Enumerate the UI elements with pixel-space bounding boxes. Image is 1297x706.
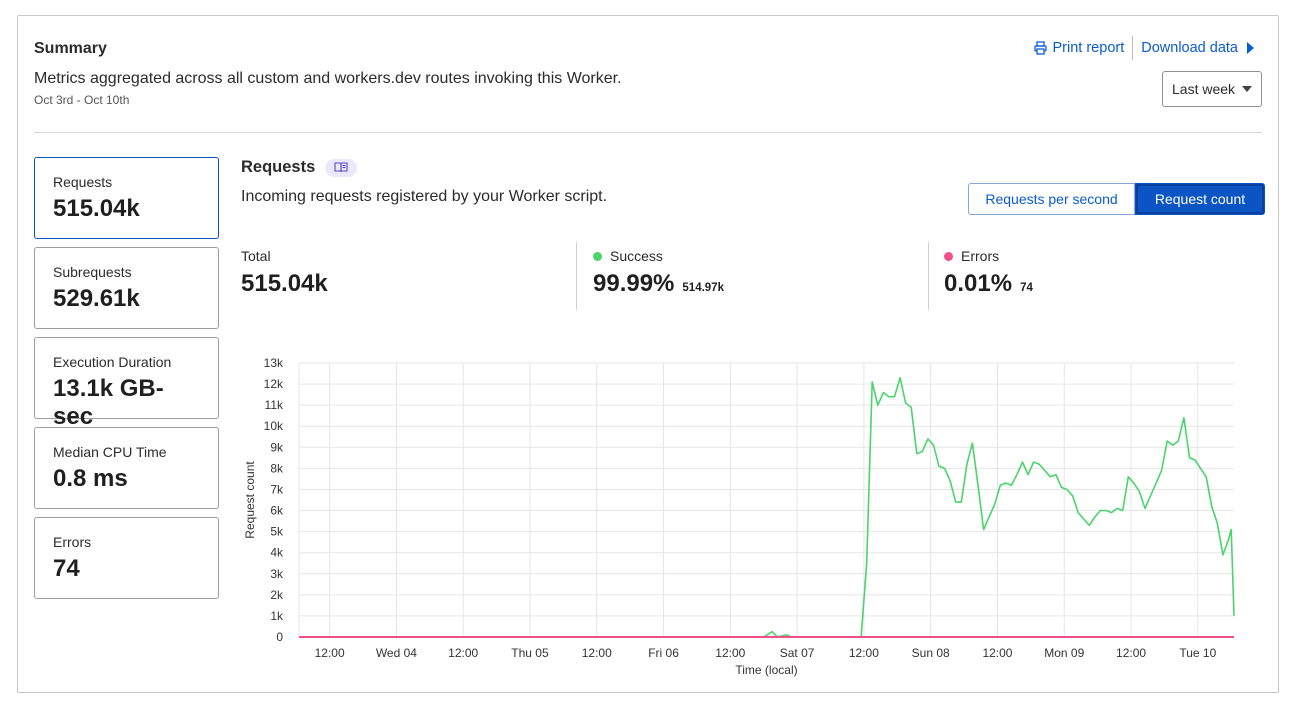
requests-per-second-button[interactable]: Requests per second [968,183,1135,215]
stat-errors: Errors 0.01% 74 [944,248,1033,298]
report-actions: Print report Download data [1033,36,1254,60]
docs-book-icon[interactable] [325,158,358,177]
series-line-success [299,377,1235,638]
y-tick-label: 6k [270,504,284,518]
x-tick-label: Tue 10 [1179,646,1216,660]
y-tick-label: 0 [276,630,283,644]
stat-sub-value: 74 [1020,282,1033,294]
time-range-select[interactable]: Last week [1162,71,1262,107]
y-tick-label: 8k [270,461,284,475]
stat-value: 99.99% 514.97k [593,270,724,298]
print-report-link[interactable]: Print report [1033,40,1125,56]
x-tick-label: Sun 08 [912,646,950,660]
time-range-value: Last week [1172,81,1236,97]
summary-card: Summary Metrics aggregated across all cu… [17,15,1279,693]
y-tick-label: 9k [270,440,284,454]
tile-label: Requests [53,174,113,190]
tile-execution-duration[interactable]: Execution Duration 13.1k GB-sec [34,337,219,430]
tile-requests[interactable]: Requests 515.04k [34,157,219,239]
x-tick-label: Thu 05 [511,646,549,660]
success-dot-icon [593,251,602,261]
tile-value: 0.8 ms [53,465,128,492]
y-tick-label: 2k [270,588,284,602]
summary-title: Summary [34,40,107,57]
stat-value-text: 99.99% [593,270,675,297]
stat-value: 0.01% 74 [944,270,1033,298]
x-tick-label: Sat 07 [780,646,815,660]
x-tick-label: 12:00 [582,646,612,660]
printer-icon [1033,41,1047,55]
download-data-label: Download data [1141,40,1238,56]
summary-description: Metrics aggregated across all custom and… [34,70,622,87]
chevron-down-icon [1242,86,1252,92]
x-tick-label: 12:00 [982,646,1012,660]
tile-value: 515.04k [53,195,140,222]
stat-label: Errors [961,248,1000,264]
tile-label: Errors [53,534,92,550]
caret-right-icon [1246,42,1254,54]
tile-value: 529.61k [53,285,140,312]
y-tick-label: 7k [270,482,284,496]
tile-value: 13.1k GB-sec [53,375,164,430]
tile-median-cpu-time[interactable]: Median CPU Time 0.8 ms [34,427,219,509]
x-tick-label: 12:00 [1116,646,1146,660]
print-report-label: Print report [1052,40,1125,56]
y-tick-label: 1k [270,609,284,623]
x-tick-label: Mon 09 [1044,646,1084,660]
y-axis-label: Request count [243,461,257,539]
stat-value-text: 0.01% [944,270,1013,297]
stat-label: Total [241,248,271,264]
stat-label: Success [610,248,663,264]
tile-label: Median CPU Time [53,444,167,460]
request-count-chart: 0 1k 2k 3k 4k 5k 6k 7k 8k 9k 10k 11k 12k 13k 12:00 Wed … [243,356,1235,677]
actions-divider [1132,36,1134,60]
stat-value-text: 515.04k [241,270,328,297]
tile-value: 74 [53,555,80,582]
panel-description: Incoming requests registered by your Wor… [241,188,608,205]
y-tick-label: 11k [265,398,284,412]
stat-sub-value: 514.97k [682,282,724,294]
request-count-button[interactable]: Request count [1135,183,1265,215]
tile-errors[interactable]: Errors 74 [34,517,219,599]
section-divider [34,132,1262,133]
x-tick-label: Fri 06 [648,646,679,660]
stat-divider [928,242,929,310]
stat-value: 515.04k [241,270,328,298]
panel-title-text: Requests [241,158,316,176]
stat-divider [576,242,577,310]
y-tick-label: 12k [264,377,284,391]
x-axis-label: Time (local) [735,663,797,677]
x-tick-label: 12:00 [315,646,345,660]
stat-success: Success 99.99% 514.97k [593,248,724,298]
y-tick-label: 3k [270,567,284,581]
x-tick-label: 12:00 [715,646,745,660]
tile-subrequests[interactable]: Subrequests 529.61k [34,247,219,329]
panel-title: Requests [241,158,358,177]
summary-date-range: Oct 3rd - Oct 10th [34,93,130,107]
tile-label: Execution Duration [53,354,172,370]
y-tick-label: 10k [264,419,284,433]
y-tick-label: 13k [264,356,284,370]
x-tick-label: 12:00 [448,646,478,660]
x-tick-label: 12:00 [849,646,879,660]
y-tick-label: 4k [270,546,284,560]
errors-dot-icon [944,251,953,261]
x-tick-label: Wed 04 [376,646,417,660]
y-tick-label: 5k [270,525,284,539]
download-data-link[interactable]: Download data [1141,40,1254,56]
tile-label: Subrequests [53,264,132,280]
stat-total: Total 515.04k [241,248,328,298]
